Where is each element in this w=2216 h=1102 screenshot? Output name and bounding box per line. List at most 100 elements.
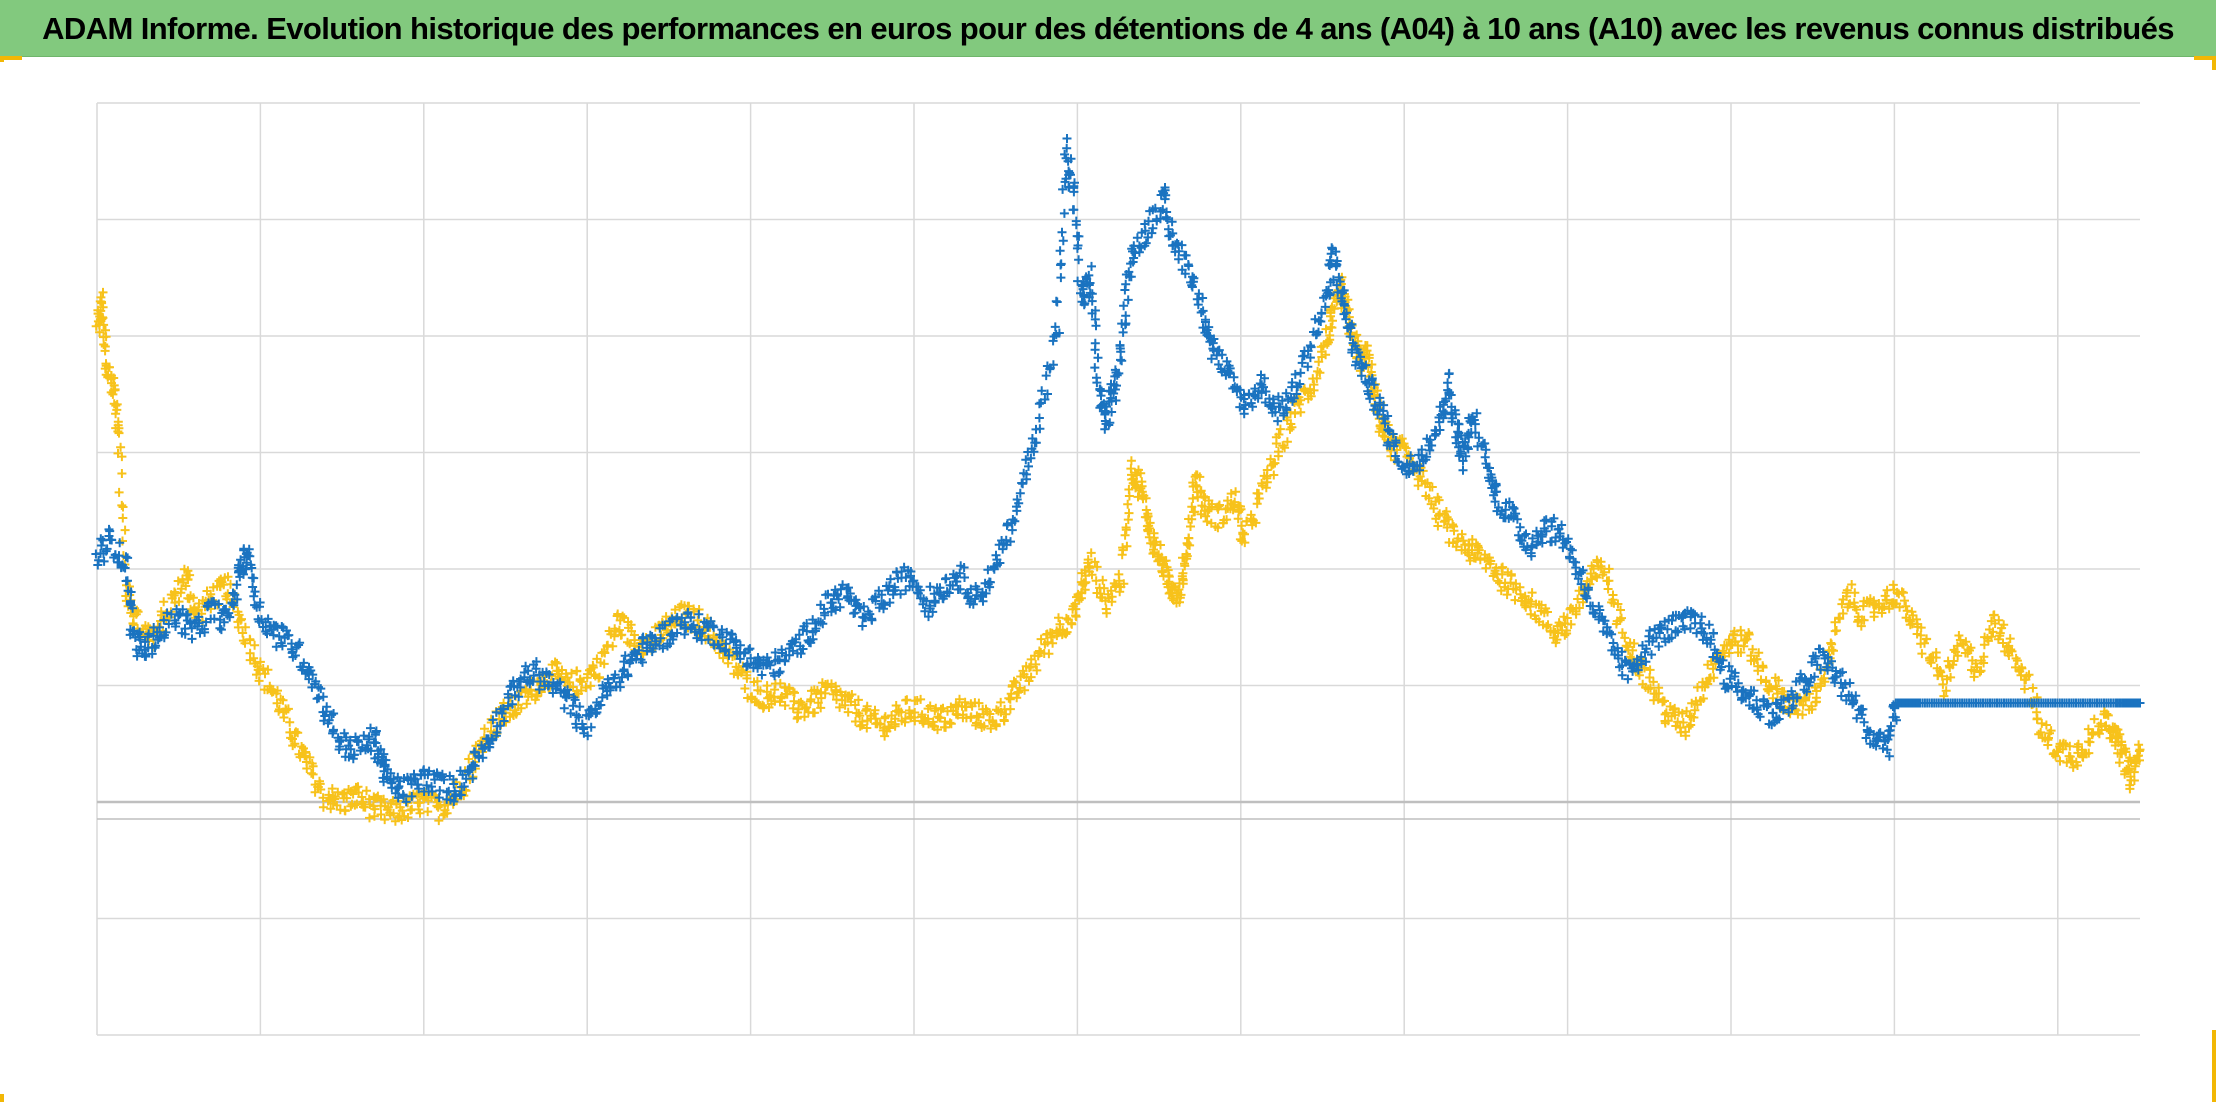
data-point <box>459 782 469 791</box>
data-point <box>1470 428 1480 438</box>
data-point <box>1011 678 1021 688</box>
data-point <box>357 792 367 802</box>
data-point <box>258 664 268 673</box>
data-point <box>752 676 762 686</box>
data-point <box>1898 588 1908 598</box>
data-point <box>1859 717 1869 727</box>
data-point <box>1248 402 1257 412</box>
data-point <box>925 601 935 611</box>
data-point <box>1087 261 1096 271</box>
data-point <box>1778 705 1788 715</box>
data-point <box>955 694 964 704</box>
data-point <box>1748 644 1758 654</box>
data-point <box>1278 441 1288 451</box>
data-point <box>619 657 629 667</box>
data-point <box>928 607 938 617</box>
data-point <box>288 741 298 751</box>
data-point <box>1184 533 1194 543</box>
data-point <box>1169 581 1179 591</box>
data-point <box>1334 272 1344 282</box>
data-point <box>1054 328 1064 338</box>
data-point <box>330 794 340 804</box>
data-point <box>923 714 933 724</box>
data-point <box>1463 442 1473 452</box>
data-point <box>1114 576 1124 586</box>
data-point <box>1015 683 1025 693</box>
data-point <box>109 373 119 383</box>
data-point <box>277 622 287 631</box>
data-point <box>1708 629 1718 638</box>
data-point <box>1878 743 1888 753</box>
data-point <box>619 665 629 674</box>
data-point <box>1090 557 1100 567</box>
data-point <box>694 609 704 619</box>
data-point <box>586 722 596 732</box>
data-point <box>1175 593 1185 603</box>
data-point <box>972 711 982 721</box>
data-point <box>1177 240 1187 250</box>
data-point <box>185 570 195 580</box>
data-point <box>955 584 965 594</box>
data-point <box>1671 721 1681 731</box>
data-point <box>1444 368 1454 378</box>
data-point <box>318 802 328 812</box>
data-point <box>991 550 1001 560</box>
data-point <box>1879 602 1889 612</box>
data-point <box>1718 646 1728 656</box>
data-point <box>1364 389 1373 399</box>
data-point <box>1725 674 1735 684</box>
data-point <box>1573 574 1583 584</box>
data-point <box>1623 674 1633 684</box>
data-point <box>290 651 300 660</box>
data-point <box>415 808 425 818</box>
data-point <box>740 684 750 693</box>
data-point <box>107 535 117 545</box>
data-point <box>393 793 403 803</box>
data-point <box>1239 394 1249 404</box>
data-point <box>511 708 521 718</box>
data-point <box>1383 425 1393 434</box>
data-point <box>2135 745 2145 755</box>
data-point <box>249 591 259 601</box>
data-point <box>1268 459 1278 469</box>
data-point <box>495 721 505 731</box>
data-point <box>896 589 906 599</box>
data-point <box>1519 531 1529 541</box>
data-point <box>359 731 369 741</box>
data-point <box>1682 706 1692 716</box>
data-point <box>2129 776 2139 785</box>
data-point <box>596 700 606 710</box>
data-point <box>326 804 336 814</box>
data-point <box>1345 332 1355 341</box>
data-point <box>1351 357 1361 367</box>
data-point <box>1685 623 1695 633</box>
data-point <box>1252 488 1262 498</box>
data-point <box>1429 504 1439 513</box>
data-point <box>660 620 670 630</box>
data-point <box>1148 223 1158 233</box>
data-point <box>1180 559 1189 569</box>
data-point <box>1413 481 1423 491</box>
data-point <box>410 774 420 784</box>
data-point <box>1406 451 1416 461</box>
data-point <box>722 627 732 637</box>
data-point <box>181 611 191 620</box>
data-point <box>910 716 920 726</box>
data-point <box>174 597 184 607</box>
data-point <box>933 725 942 735</box>
data-point <box>360 802 370 812</box>
data-point <box>293 728 303 738</box>
data-point <box>180 629 190 639</box>
data-point <box>1168 228 1178 238</box>
data-point <box>114 428 124 438</box>
data-point <box>1543 620 1553 630</box>
data-point <box>225 612 235 622</box>
data-point <box>497 709 507 718</box>
data-point <box>1882 596 1892 606</box>
data-point <box>93 560 103 570</box>
data-point <box>1105 418 1115 428</box>
data-point <box>1328 316 1337 326</box>
data-point <box>1303 362 1313 372</box>
data-point <box>1827 639 1837 649</box>
data-point <box>1043 389 1052 399</box>
